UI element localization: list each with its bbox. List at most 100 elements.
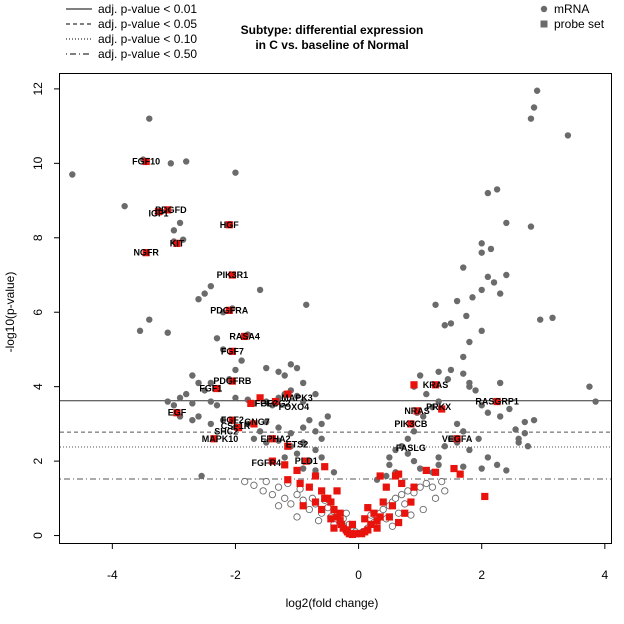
y-tick-label: 12 <box>31 82 45 96</box>
gene-label: KRAS <box>423 380 449 390</box>
threshold-legend: adj. p-value < 0.01 adj. p-value < 0.05 … <box>66 2 197 61</box>
mrna-point <box>207 379 215 387</box>
mrna-point <box>484 409 492 416</box>
mrna-point <box>530 104 538 111</box>
mrna-point <box>281 372 288 379</box>
y-tick-label: 6 <box>31 309 45 316</box>
nonsignificant-point <box>259 487 267 495</box>
mrna-point <box>299 398 307 405</box>
chart-title-line-2: in C vs. baseline of Normal <box>255 38 408 52</box>
mrna-point <box>586 383 593 390</box>
mrna-point <box>195 379 202 387</box>
mrna-point <box>463 312 470 320</box>
mrna-point <box>232 366 239 374</box>
nonsignificant-point <box>388 522 397 530</box>
nonsignificant-point <box>287 500 295 508</box>
mrna-point <box>275 424 282 431</box>
mrna-point <box>503 467 510 474</box>
mrna-point <box>460 370 467 377</box>
mrna-point <box>484 454 492 461</box>
mrna-point <box>398 443 405 450</box>
probe-set-point <box>268 435 276 443</box>
gene-label: FGF2 <box>255 398 278 408</box>
mrna-point <box>475 435 482 442</box>
gene-label: FASLG <box>396 443 426 453</box>
probe-set-point <box>364 526 372 534</box>
gene-label: FGF2 <box>221 415 244 425</box>
probe-set-point <box>318 487 326 495</box>
x-tick-label: 0 <box>355 568 362 582</box>
probe-set-point <box>364 504 372 512</box>
mrna-point <box>170 227 178 234</box>
gene-label: GNG7 <box>244 417 270 427</box>
probe-set-point <box>164 206 172 214</box>
probe-set-point <box>173 409 181 417</box>
mrna-point <box>69 171 76 178</box>
probe-set-point <box>173 239 181 247</box>
probe-set-point <box>370 509 378 517</box>
mrna-point <box>432 301 439 308</box>
mrna-point <box>195 295 202 303</box>
probe-set-point <box>324 494 332 502</box>
probe-set-points <box>142 157 501 539</box>
mrna-point <box>293 364 301 372</box>
nonsignificant-point <box>391 494 400 502</box>
probe-set-point <box>311 472 320 480</box>
mrna-point <box>263 418 270 426</box>
gene-label: FGFR4 <box>251 458 281 468</box>
mrna-point <box>299 465 307 472</box>
mrna-point <box>506 405 513 413</box>
mrna-point <box>312 446 319 454</box>
probe-set-point <box>376 472 384 480</box>
series-legend: mRNA probe set <box>540 2 605 31</box>
mrna-point <box>213 402 221 409</box>
gene-label: PRKX <box>426 402 451 412</box>
probe-set-point <box>333 513 341 521</box>
legend-probe-marker <box>540 20 548 28</box>
probe-set-point <box>330 524 338 532</box>
probe-set-point <box>410 483 418 491</box>
probe-set-point <box>327 515 335 523</box>
probe-set-point <box>302 457 310 465</box>
mrna-point <box>478 240 485 247</box>
probe-set-point <box>388 502 397 510</box>
probe-set-point <box>401 509 409 517</box>
probe-set-point <box>431 381 440 389</box>
probe-set-point <box>234 424 243 432</box>
gene-label: EGF <box>168 408 187 418</box>
mrna-point <box>420 413 427 420</box>
probe-set-point <box>318 505 326 514</box>
mrna-point <box>164 329 171 336</box>
probe-set-point <box>305 483 313 491</box>
mrna-point <box>195 413 202 420</box>
mrna-point <box>493 461 501 469</box>
mrna-point <box>198 472 205 480</box>
probe-set-point <box>228 347 236 355</box>
probe-set-point <box>438 405 446 413</box>
gene-label: RASGRP1 <box>475 397 519 407</box>
nonsignificant-point <box>398 490 406 499</box>
probe-set-point <box>395 470 403 478</box>
mrna-point <box>429 403 436 411</box>
mrna-point <box>404 435 412 442</box>
mrna-point <box>423 390 430 398</box>
nonsignificant-point <box>268 490 277 499</box>
mrna-point <box>232 394 239 402</box>
mrna-point <box>453 297 461 305</box>
mrna-point <box>416 465 424 472</box>
probe-set-point <box>241 332 249 341</box>
x-tick-label: -4 <box>107 568 118 582</box>
mrna-point <box>460 428 467 435</box>
nonsignificant-points <box>241 477 449 538</box>
mrna-point <box>441 322 448 329</box>
probe-set-point <box>281 461 289 469</box>
mrna-point <box>179 236 187 243</box>
mrna-point <box>164 398 171 405</box>
mrna-point <box>312 467 319 474</box>
gene-label: IGF1 <box>148 209 168 219</box>
probe-set-point <box>481 492 489 501</box>
gene-label: HGF <box>220 220 240 230</box>
mrna-point <box>435 398 442 405</box>
